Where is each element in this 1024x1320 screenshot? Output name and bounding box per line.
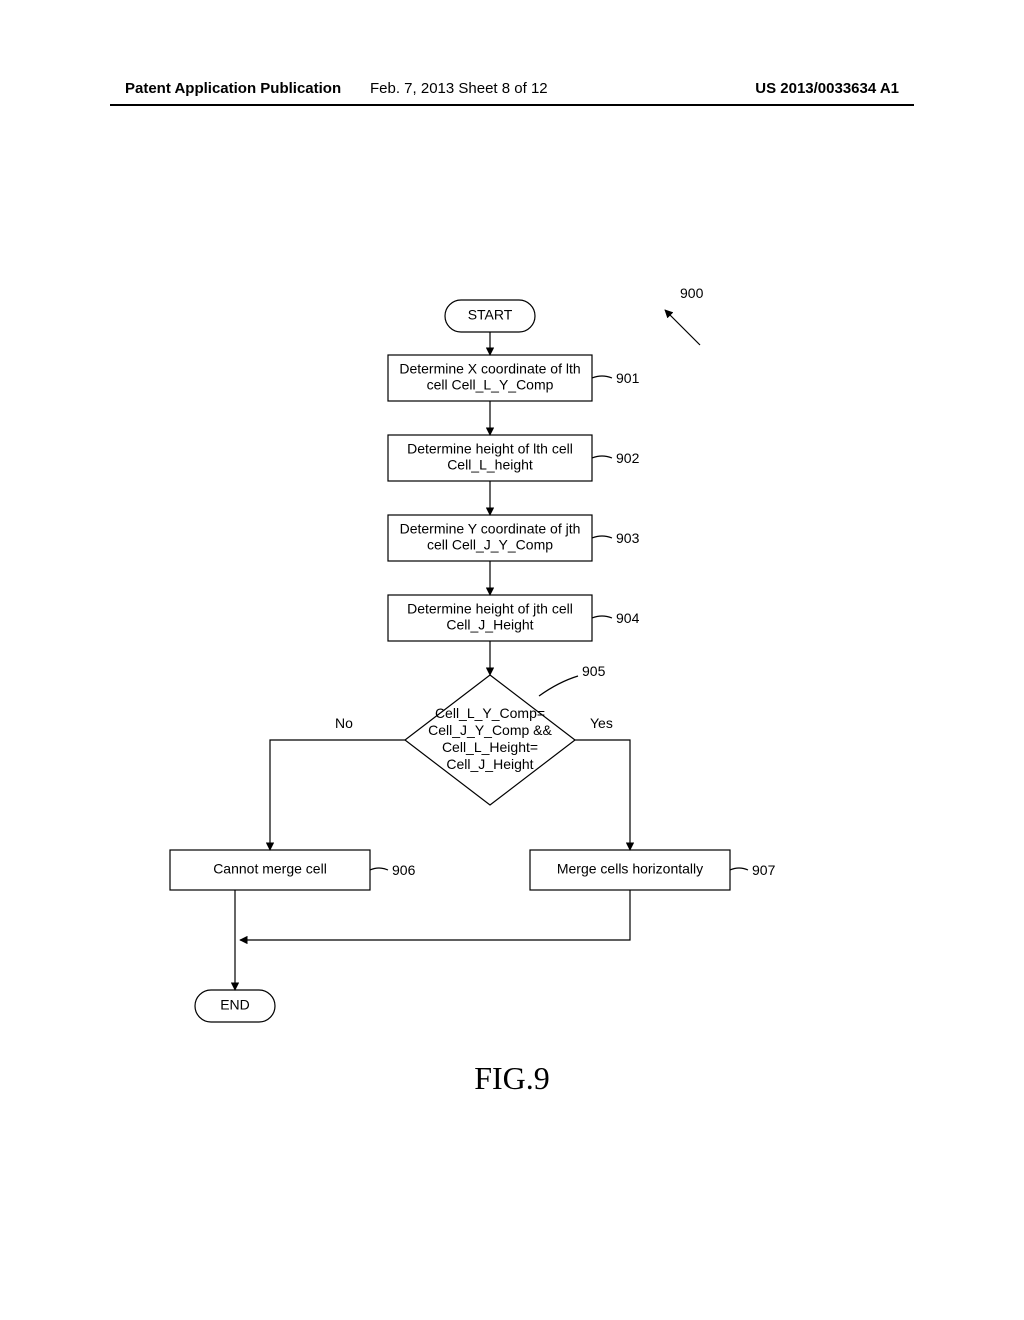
callout-line <box>730 868 748 870</box>
flow-node-end: END <box>195 990 275 1022</box>
svg-text:Cell_L_Y_Comp=: Cell_L_Y_Comp= <box>435 705 545 721</box>
svg-text:cell Cell_L_Y_Comp: cell Cell_L_Y_Comp <box>427 377 554 393</box>
flow-node-n906: Cannot merge cell <box>170 850 370 890</box>
figure-caption: FIG.9 <box>0 1060 1024 1097</box>
callout-ref: 904 <box>616 610 640 626</box>
callout-line <box>592 376 612 378</box>
callout-ref: 906 <box>392 862 416 878</box>
flow-node-n901: Determine X coordinate of lthcell Cell_L… <box>388 355 592 401</box>
flow-node-dec: Cell_L_Y_Comp=Cell_J_Y_Comp &&Cell_L_Hei… <box>405 675 575 805</box>
callout-ref: 905 <box>582 663 606 679</box>
flow-node-n904: Determine height of jth cellCell_J_Heigh… <box>388 595 592 641</box>
flow-edge <box>240 890 630 940</box>
svg-text:Cannot merge cell: Cannot merge cell <box>213 861 327 877</box>
svg-text:Determine X coordinate of lth: Determine X coordinate of lth <box>399 361 580 377</box>
svg-text:Cell_J_Height: Cell_J_Height <box>446 617 533 633</box>
svg-text:END: END <box>220 997 250 1013</box>
callout-line <box>592 536 612 538</box>
svg-text:Determine height of lth cell: Determine height of lth cell <box>407 441 573 457</box>
callout-line <box>592 616 612 618</box>
flow-edge-label: Yes <box>590 715 613 731</box>
header-mid: Feb. 7, 2013 Sheet 8 of 12 <box>370 80 548 97</box>
callout-ref: 900 <box>680 285 704 301</box>
svg-text:Determine height of jth cell: Determine height of jth cell <box>407 601 573 617</box>
callout-ref: 901 <box>616 370 640 386</box>
svg-text:Cell_J_Y_Comp &&: Cell_J_Y_Comp && <box>428 722 552 738</box>
svg-text:cell Cell_J_Y_Comp: cell Cell_J_Y_Comp <box>427 537 553 553</box>
svg-text:Merge cells horizontally: Merge cells horizontally <box>557 861 703 877</box>
header-left: Patent Application Publication <box>125 80 341 97</box>
flow-edge <box>270 740 405 850</box>
callout-ref: 902 <box>616 450 640 466</box>
page-header: Patent Application Publication Feb. 7, 2… <box>0 80 1024 104</box>
flow-node-n902: Determine height of lth cellCell_L_heigh… <box>388 435 592 481</box>
flowchart: STARTDetermine X coordinate of lthcell C… <box>0 0 1024 1320</box>
callout-line <box>539 676 578 696</box>
flow-node-n907: Merge cells horizontally <box>530 850 730 890</box>
svg-text:Cell_L_Height=: Cell_L_Height= <box>442 739 538 755</box>
flow-node-start: START <box>445 300 535 332</box>
callout-curve <box>665 310 700 345</box>
callout-ref: 903 <box>616 530 640 546</box>
callout-ref: 907 <box>752 862 776 878</box>
flow-edge <box>575 740 630 850</box>
svg-text:Determine Y coordinate of jth: Determine Y coordinate of jth <box>400 521 581 537</box>
header-rule <box>110 104 914 106</box>
page: Patent Application Publication Feb. 7, 2… <box>0 0 1024 1320</box>
svg-text:START: START <box>468 307 513 323</box>
svg-text:Cell_L_height: Cell_L_height <box>447 457 533 473</box>
callout-line <box>370 868 388 870</box>
header-right: US 2013/0033634 A1 <box>755 80 899 97</box>
flow-edge-label: No <box>335 715 353 731</box>
callout-line <box>592 456 612 458</box>
flow-node-n903: Determine Y coordinate of jthcell Cell_J… <box>388 515 592 561</box>
svg-text:Cell_J_Height: Cell_J_Height <box>446 756 533 772</box>
